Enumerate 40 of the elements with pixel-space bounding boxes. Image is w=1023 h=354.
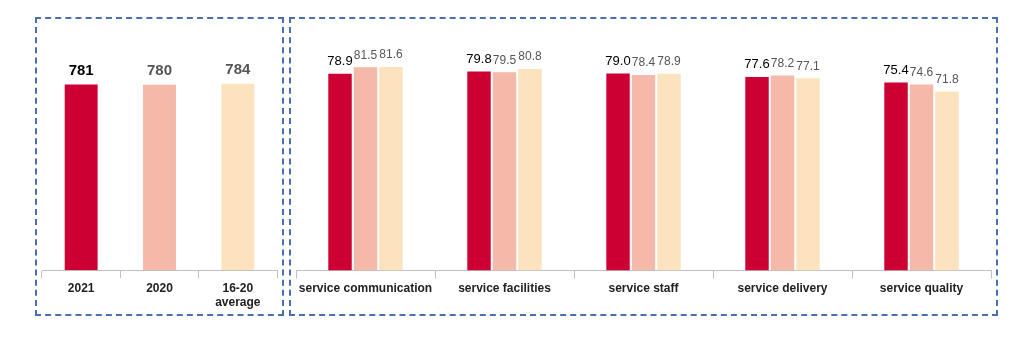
bar [518, 68, 542, 271]
data-label: 79.8 [466, 50, 492, 66]
bar [379, 66, 403, 271]
bar [745, 76, 769, 271]
x-tick-label: 2020 [146, 280, 174, 295]
data-label: 78.2 [770, 55, 795, 70]
x-tick-label: 2021 [67, 280, 95, 295]
data-label: 74.6 [909, 64, 934, 79]
data-label: 78.9 [327, 52, 353, 68]
bar [353, 67, 378, 271]
data-label: 78.4 [631, 55, 656, 70]
bar [909, 84, 934, 271]
data-label: 79.0 [605, 52, 631, 68]
data-label: 79.5 [492, 52, 517, 67]
data-label: 78.9 [657, 54, 681, 69]
x-tick-label: 16-20 average [215, 280, 261, 310]
x-tick-label: service staff [608, 281, 680, 296]
data-label: 781 [68, 61, 94, 79]
bar [657, 73, 681, 271]
data-label: 81.6 [379, 47, 403, 62]
bar [606, 73, 630, 271]
bar [796, 78, 820, 271]
data-label: 71.8 [935, 71, 959, 86]
bar [328, 73, 352, 271]
bar [492, 72, 517, 271]
data-label: 75.4 [883, 61, 909, 77]
x-tick-label: service facilities [458, 281, 552, 296]
data-label: 784 [225, 60, 251, 78]
bar [884, 82, 908, 271]
x-tick-label: service communication [298, 281, 433, 296]
data-label: 77.1 [796, 58, 820, 73]
data-label: 80.8 [518, 49, 542, 64]
bar [467, 71, 491, 271]
data-label: 81.5 [353, 47, 378, 62]
bar [770, 75, 795, 271]
bar [631, 74, 656, 271]
data-label: 780 [146, 61, 173, 79]
x-tick-label: service delivery [737, 281, 828, 296]
data-label: 77.6 [744, 56, 770, 72]
x-tick-label: service quality [879, 281, 964, 296]
